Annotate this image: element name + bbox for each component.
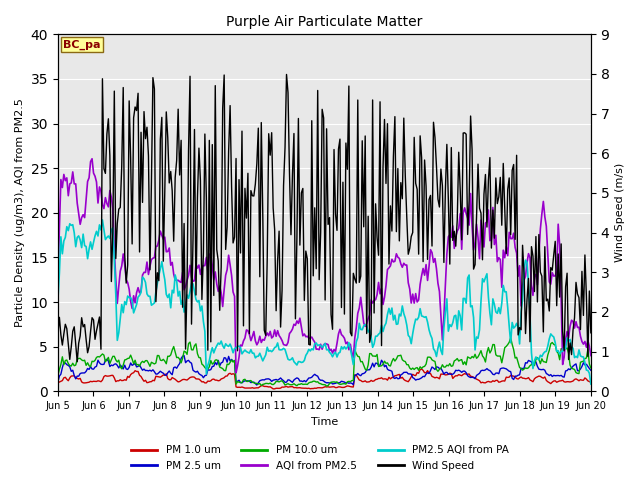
X-axis label: Time: Time: [311, 417, 338, 427]
Y-axis label: Particle Density (ug/m3), AQI from PM2.5: Particle Density (ug/m3), AQI from PM2.5: [15, 98, 25, 327]
Legend: PM 1.0 um, PM 2.5 um, PM 10.0 um, AQI from PM2.5, PM2.5 AQI from PA, Wind Speed: PM 1.0 um, PM 2.5 um, PM 10.0 um, AQI fr…: [127, 441, 513, 475]
Text: BC_pa: BC_pa: [63, 40, 100, 50]
Bar: [58, 35, 591, 79]
Y-axis label: Wind Speed (m/s): Wind Speed (m/s): [615, 163, 625, 263]
Title: Purple Air Particulate Matter: Purple Air Particulate Matter: [226, 15, 422, 29]
